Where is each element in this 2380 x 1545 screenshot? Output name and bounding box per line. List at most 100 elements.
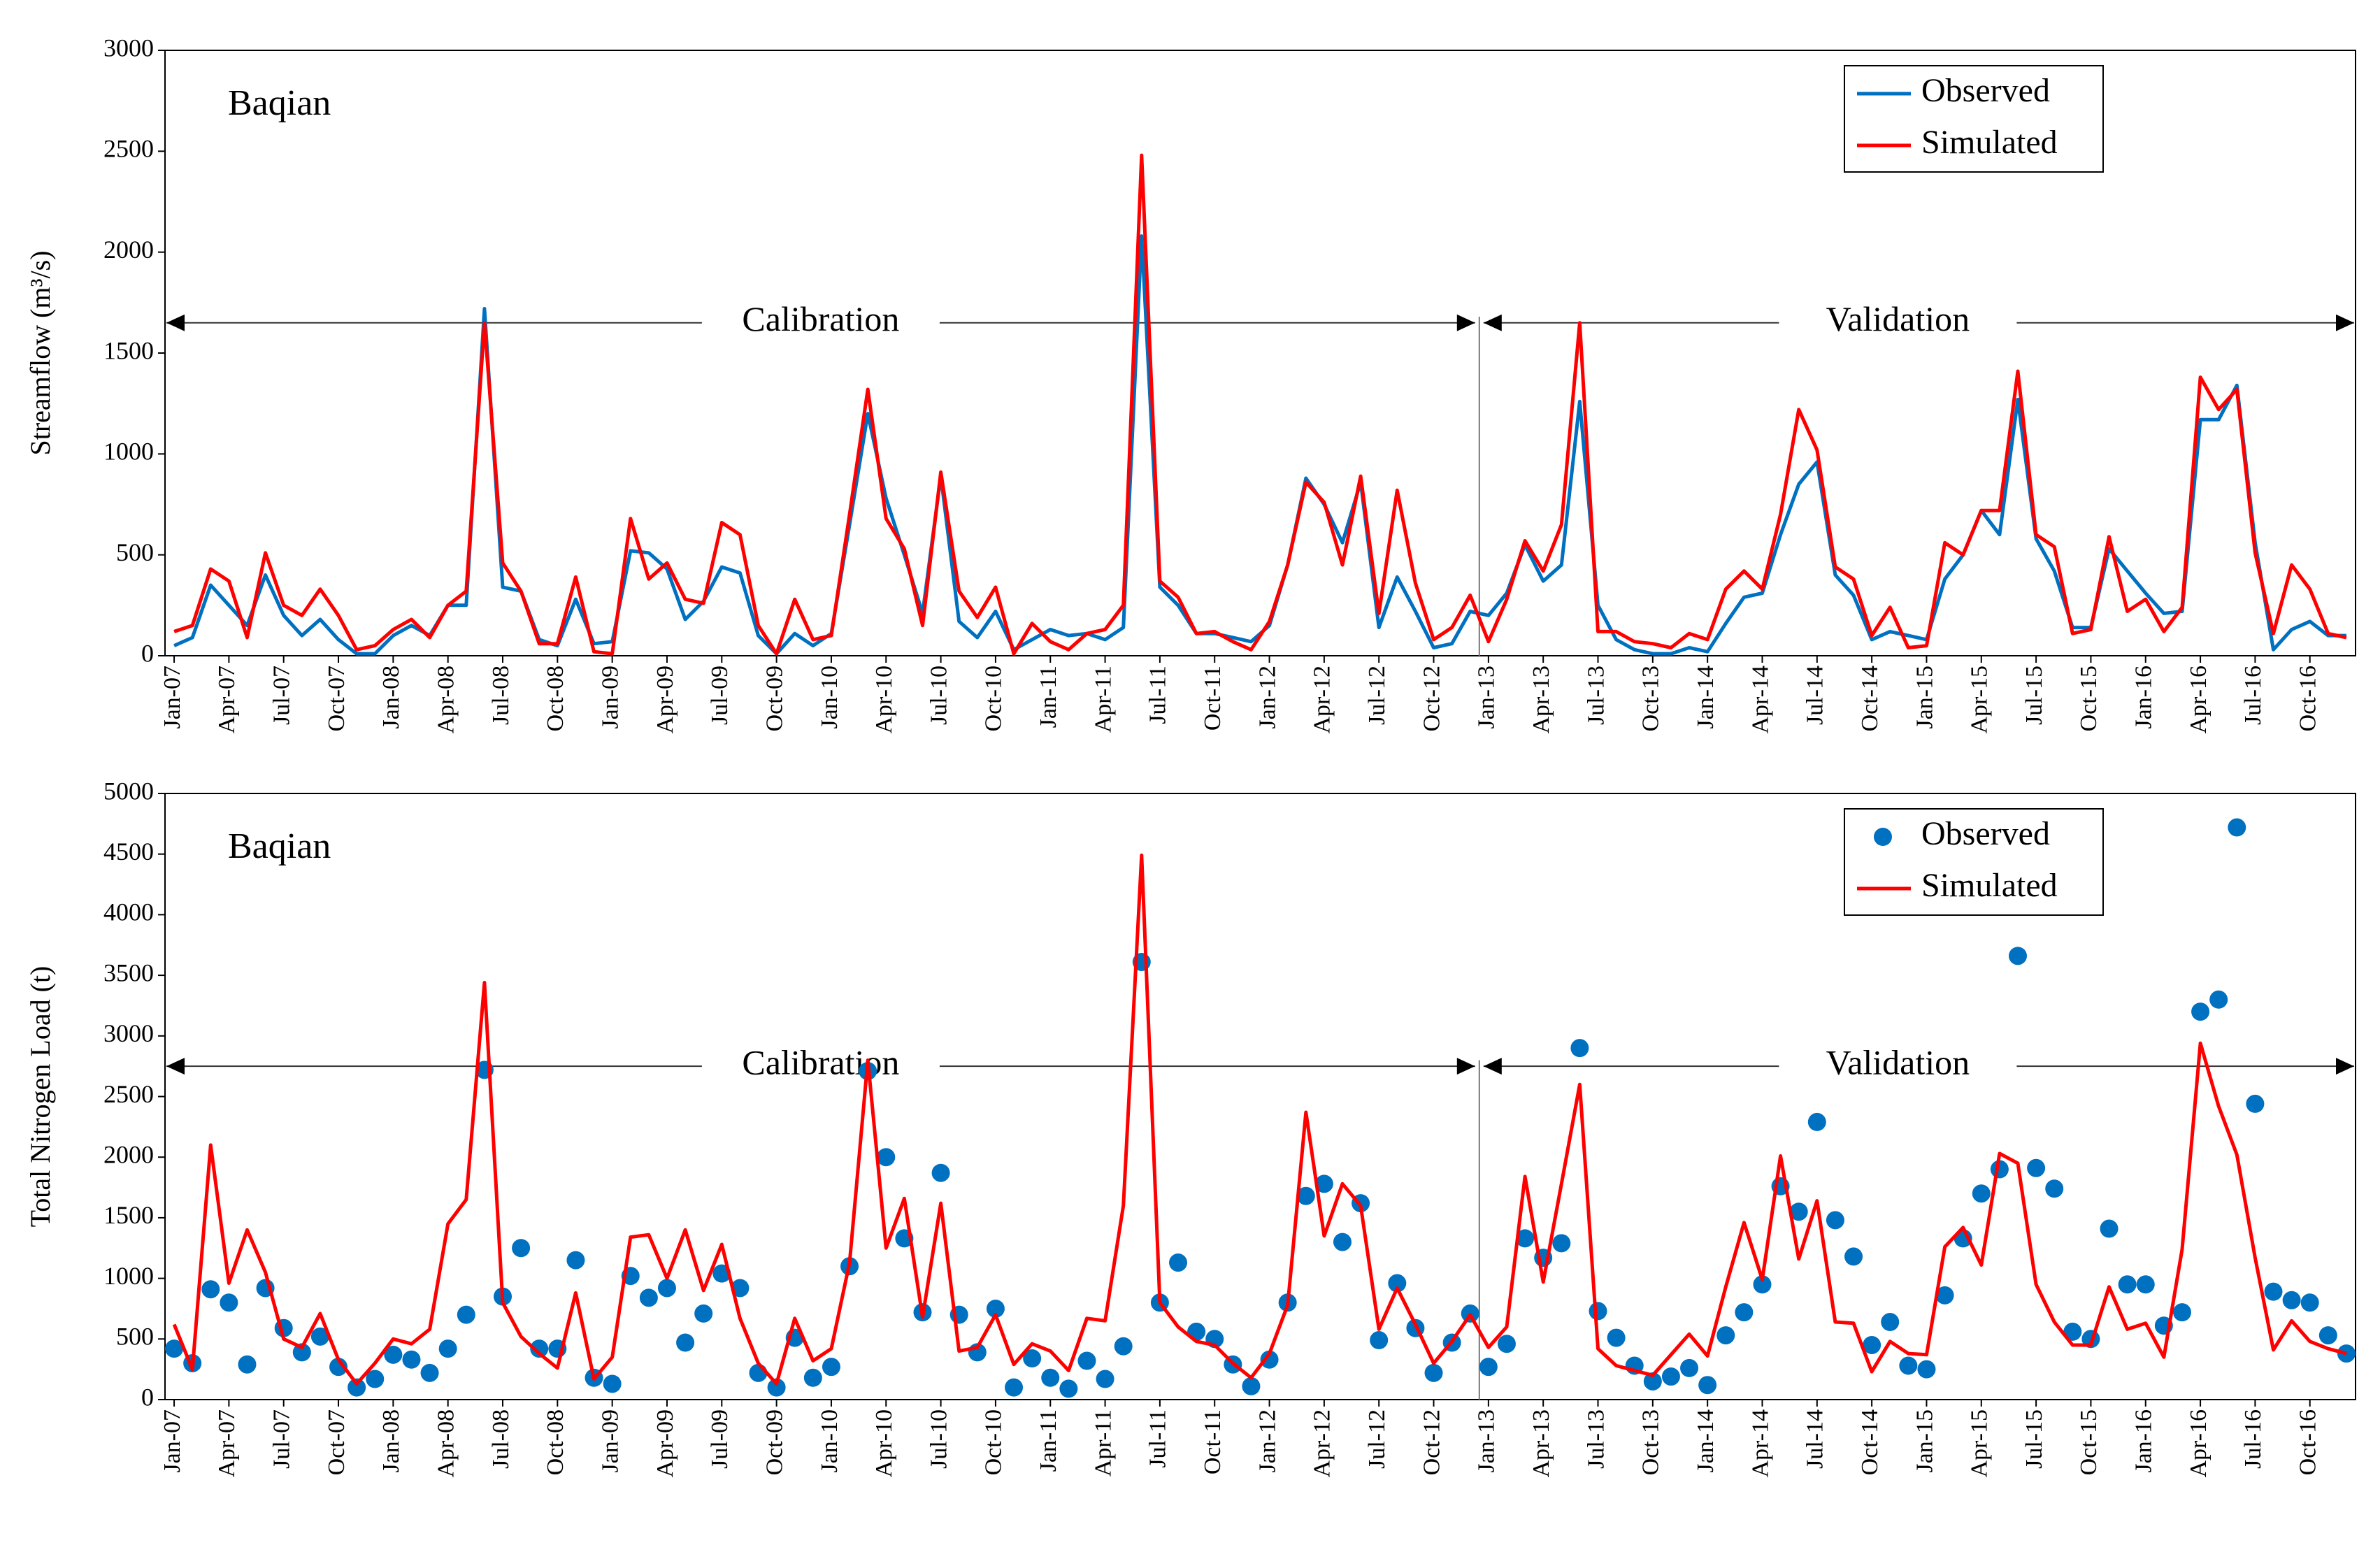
observed-point [566,1251,585,1270]
observed-point [986,1299,1005,1318]
observed-point [1607,1328,1626,1347]
x-tick-label: Oct-13 [1638,1409,1664,1475]
annotation-bg [1779,1042,2017,1091]
x-tick-label: Oct-15 [2076,666,2102,731]
x-tick-label: Jan-10 [817,666,843,729]
x-tick-label: Apr-11 [1090,666,1116,733]
y-tick-label: 0 [141,639,154,667]
x-tick-label: Apr-10 [871,666,897,734]
observed-point [2209,990,2228,1009]
observed-point [1789,1202,1808,1221]
x-tick-label: Apr-07 [214,666,240,734]
x-tick-label: Oct-10 [981,1409,1007,1475]
observed-point [1680,1358,1699,1377]
observed-point [2100,1219,2119,1238]
x-tick-label: Oct-14 [1857,1409,1883,1475]
arrow-head [2336,1058,2354,1075]
x-tick-label: Apr-09 [652,1409,678,1478]
observed-point [512,1239,531,1258]
x-tick-label: Apr-11 [1090,1409,1116,1476]
observed-point [2318,1326,2337,1345]
y-tick-label: 1000 [103,438,154,466]
observed-point [2045,1179,2064,1198]
x-tick-label: Apr-14 [1747,1409,1773,1478]
observed-point [2246,1094,2265,1113]
observed-point [1023,1349,1042,1368]
observed-point [676,1333,695,1352]
x-tick-label: Apr-13 [1528,666,1554,734]
x-tick-label: Oct-08 [543,1409,568,1475]
x-tick-label: Jan-07 [159,666,185,729]
observed-point [931,1163,950,1182]
observed-point [292,1343,311,1362]
observed-point [329,1358,348,1377]
x-tick-label: Apr-15 [1967,666,1993,734]
x-tick-label: Oct-14 [1857,666,1883,731]
arrow-head [1483,1058,1502,1075]
x-tick-label: Jul-16 [2240,1409,2266,1469]
x-tick-label: Jul-14 [1802,666,1828,725]
x-tick-label: Jan-11 [1035,666,1061,728]
x-tick-label: Oct-10 [981,666,1007,731]
x-tick-label: Jul-12 [1364,1409,1390,1469]
observed-point [1260,1350,1279,1369]
x-tick-label: Apr-07 [214,1409,240,1478]
observed-point [877,1148,896,1167]
x-tick-label: Apr-12 [1310,1409,1335,1478]
observed-point [1388,1274,1407,1293]
y-tick-label: 2000 [103,1140,154,1168]
observed-point [822,1358,840,1377]
observed-point [2300,1293,2319,1312]
y-tick-label: 2500 [103,1080,154,1108]
x-tick-label: Apr-10 [871,1409,897,1478]
observed-point [310,1327,329,1346]
y-tick-label: 0 [141,1383,154,1411]
legend-label: Simulated [1921,124,2058,161]
observed-point [1570,1039,1589,1058]
annotation-bg [701,299,940,347]
x-tick-label: Apr-13 [1528,1409,1554,1478]
x-tick-label: Jan-15 [1912,1409,1937,1473]
observed-point [220,1293,238,1312]
observed-point [1881,1313,1900,1332]
observed-point [530,1339,549,1358]
observed-point [1863,1335,1881,1354]
x-tick-label: Apr-09 [652,666,678,734]
annotation-bg [701,1042,940,1091]
observed-point [694,1304,713,1323]
y-axis-label: Total Nitrogen Load (t) [24,966,56,1228]
x-tick-label: Jan-13 [1474,666,1500,729]
x-tick-label: Oct-07 [324,1409,350,1475]
observed-point [2228,818,2246,837]
observed-point [1077,1351,1096,1370]
observed-point [1169,1253,1188,1272]
panel-title: Baqian [228,826,331,866]
observed-point [2063,1322,2082,1341]
observed-point [1552,1234,1571,1253]
observed-point [1059,1379,1078,1398]
y-tick-label: 2000 [103,236,154,264]
observed-point [1735,1303,1754,1322]
legend-box [1844,808,2104,916]
period-label: Validation [1826,299,1970,338]
x-tick-label: Oct-09 [761,1409,787,1475]
y-tick-label: 500 [116,1323,154,1351]
x-tick-label: Jul-08 [488,666,514,725]
observed-point [1296,1186,1315,1205]
x-tick-label: Jul-11 [1145,1409,1171,1468]
observed-point [1844,1247,1863,1266]
observed-point [1424,1363,1443,1382]
x-tick-label: Jan-08 [378,666,404,729]
x-tick-label: Oct-13 [1638,666,1664,731]
x-tick-label: Apr-15 [1967,1409,1993,1478]
legend-box [1844,65,2104,173]
x-tick-label: Jul-15 [2021,1409,2047,1469]
x-tick-label: Jan-12 [1254,666,1280,729]
x-tick-label: Jul-13 [1583,666,1609,725]
y-tick-label: 4000 [103,898,154,926]
observed-point [1497,1335,1516,1353]
x-tick-label: Jul-10 [926,666,952,725]
observed-point [2337,1344,2356,1363]
observed-point [1716,1326,1735,1345]
x-tick-label: Jul-16 [2240,666,2266,725]
